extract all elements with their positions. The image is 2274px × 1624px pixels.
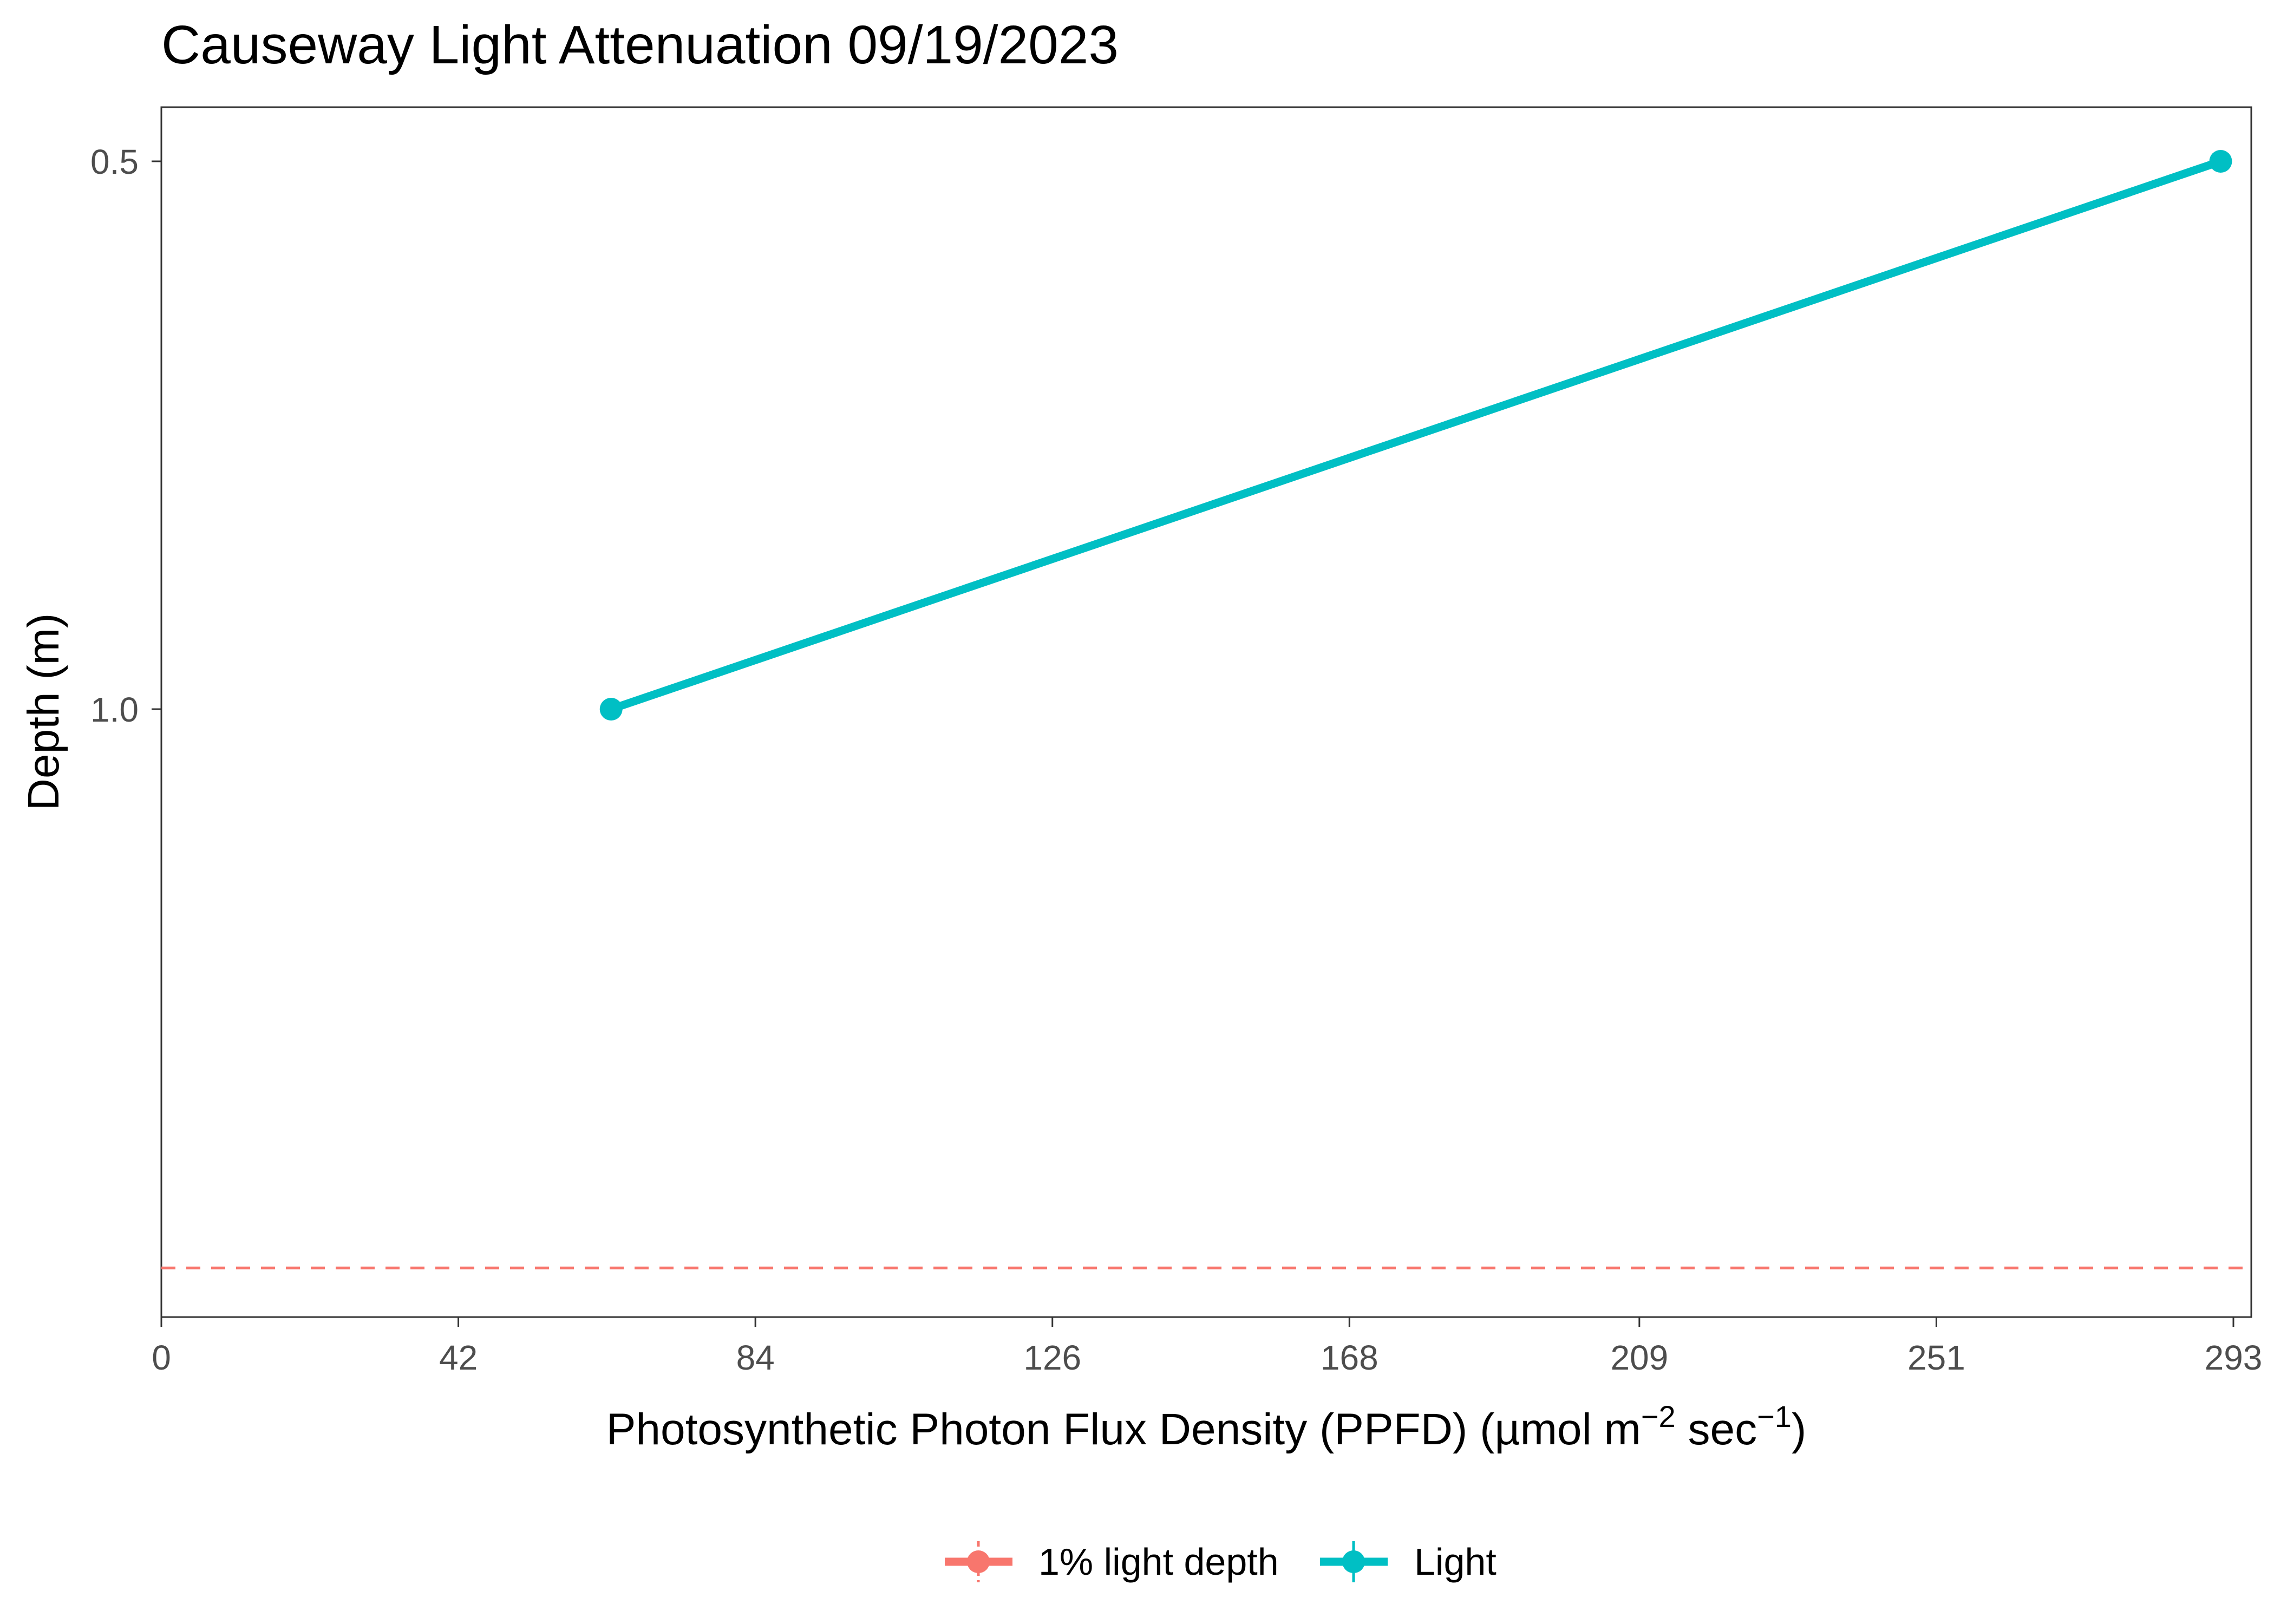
plot-panel xyxy=(160,106,2252,1318)
legend: 1% light depth Light xyxy=(945,1541,1497,1583)
x-tick-label: 209 xyxy=(1610,1338,1668,1377)
y-tick-label: 0.5 xyxy=(90,142,139,181)
legend-label: Light xyxy=(1414,1541,1497,1583)
y-tick-label: 1.0 xyxy=(90,690,139,729)
y-axis: 0.5 1.0 xyxy=(90,142,161,729)
x-axis-title: Photosynthetic Photon Flux Density (PPFD… xyxy=(606,1399,1807,1454)
light-series-line xyxy=(610,157,2222,713)
legend-item: 1% light depth xyxy=(945,1541,1279,1583)
x-axis-title-end: ) xyxy=(1792,1405,1806,1454)
chart-title: Causeway Light Attenuation 09/19/2023 xyxy=(161,15,1119,75)
legend-key-point xyxy=(967,1550,990,1573)
y-axis-title: Depth (m) xyxy=(19,613,68,811)
light-data-point xyxy=(599,698,623,721)
x-tick-label: 168 xyxy=(1321,1338,1378,1377)
x-axis-title-superscript-1: −2 xyxy=(1641,1399,1676,1433)
legend-item: Light xyxy=(1320,1541,1497,1583)
x-axis: 0 42 84 126 168 209 251 293 xyxy=(152,1317,2262,1377)
x-tick-label: 293 xyxy=(2205,1338,2263,1377)
x-axis-title-main: Photosynthetic Photon Flux Density (PPFD… xyxy=(606,1405,1641,1454)
x-axis-title-superscript-2: −1 xyxy=(1757,1399,1792,1433)
x-tick-label: 84 xyxy=(736,1338,775,1377)
x-axis-title-mid: sec xyxy=(1676,1405,1757,1454)
legend-label: 1% light depth xyxy=(1038,1541,1279,1583)
legend-key-point xyxy=(1342,1550,1365,1573)
x-tick-label: 126 xyxy=(1023,1338,1081,1377)
x-tick-label: 251 xyxy=(1907,1338,1965,1377)
light-data-point xyxy=(2209,150,2232,173)
x-tick-label: 42 xyxy=(439,1338,478,1377)
x-tick-label: 0 xyxy=(152,1338,171,1377)
data-layer xyxy=(161,150,2251,1269)
